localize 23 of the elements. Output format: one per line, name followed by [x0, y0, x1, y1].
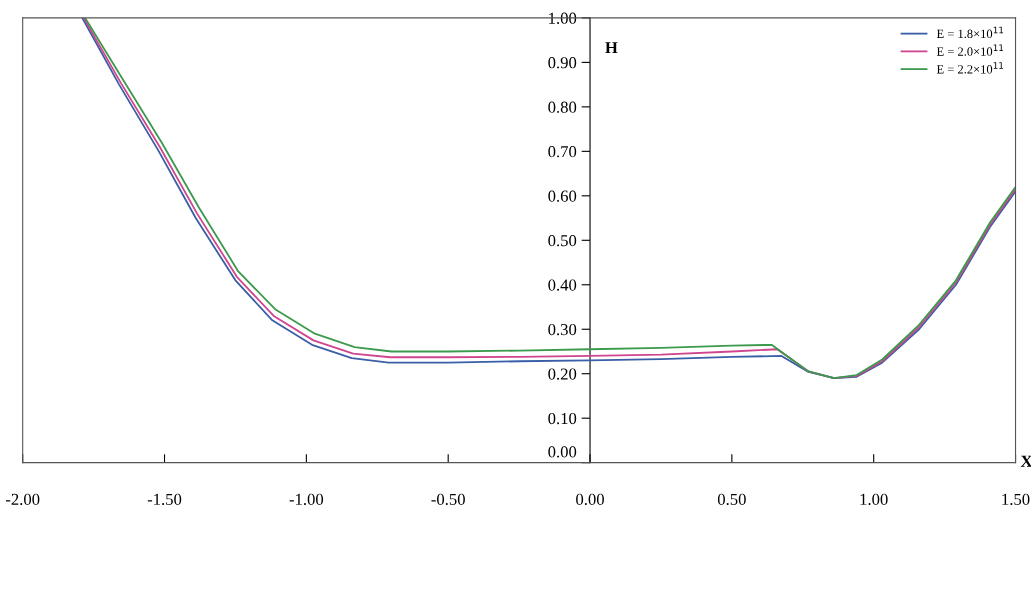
x-tick-label: -1.00 — [289, 493, 324, 506]
y-tick-label: 0.30 — [548, 323, 577, 336]
y-tick-label: 0.90 — [548, 57, 577, 69]
x-tick-label: 0.50 — [717, 493, 746, 506]
y-tick-label: 0.50 — [548, 234, 577, 247]
y-tick-label: 0.00 — [548, 446, 577, 458]
x-tick-label: 1.50 — [1002, 493, 1030, 506]
y-tick-label: 0.60 — [548, 190, 577, 202]
x-tick-label: 1.00 — [860, 493, 888, 506]
x-tick-label: -2.00 — [5, 493, 40, 506]
legend-label: E = 2.2×10$^{11}$ — [936, 62, 1004, 74]
y-tick-label: 0.80 — [548, 101, 577, 113]
legend-label: E = 1.8×10$^{11}$ — [936, 26, 1004, 39]
y-tick-label: 0.20 — [548, 368, 577, 380]
x-tick-label: -1.50 — [147, 493, 182, 506]
x-tick-label: -0.50 — [431, 493, 465, 506]
y-tick-label: 0.10 — [548, 412, 577, 425]
x-tick-label: 0.00 — [576, 493, 604, 506]
legend-label: E = 2.0×10$^{11}$ — [936, 44, 1004, 56]
y-tick-label: 0.40 — [548, 279, 577, 291]
y-tick-label: 0.70 — [548, 146, 577, 158]
y-tick-label: 1.00 — [549, 12, 577, 24]
y-axis-title: H — [605, 42, 618, 54]
